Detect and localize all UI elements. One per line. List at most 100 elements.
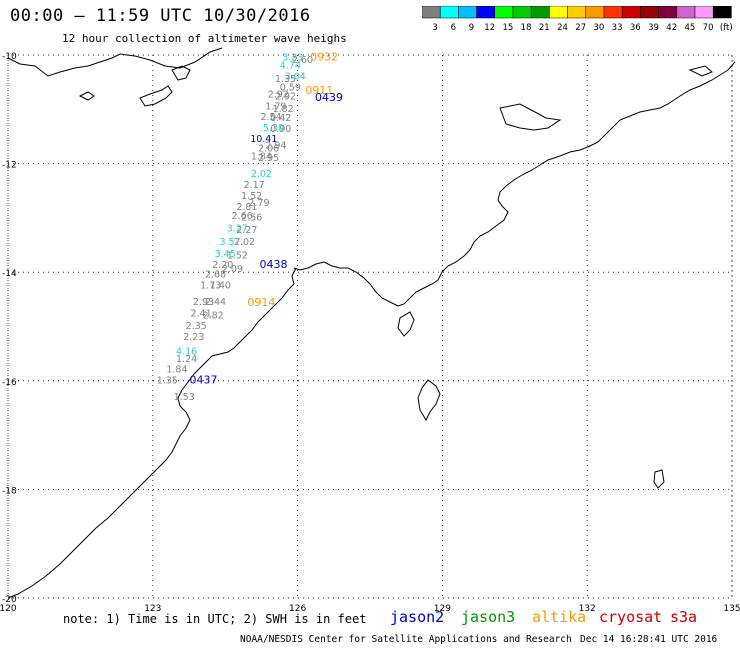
wave-height-label: 2.82: [203, 310, 224, 321]
colorbar-label: 39: [648, 23, 659, 33]
wave-height-label: 1.24: [176, 354, 197, 365]
wave-height-label: 2.92: [275, 92, 296, 103]
coastline-island-east: [688, 65, 713, 77]
lat-label: -12: [2, 161, 17, 171]
pass-time-label: 0914: [247, 296, 275, 309]
wave-height-label: 0.42: [270, 113, 291, 124]
coastline: [7, 47, 736, 599]
pass-time-label: 0439: [315, 91, 343, 104]
wave-height-label: 2.09: [222, 264, 243, 275]
wave-height-label: 2.95: [258, 153, 279, 164]
wave-height-label: 2.68: [205, 270, 226, 281]
colorbar-label: 3: [432, 23, 437, 33]
coastline-gulf: [417, 379, 441, 422]
footer-date: Dec 14 16:28:41 UTC 2016: [580, 634, 718, 645]
colorbar-label: 18: [521, 23, 532, 33]
wave-height-label: 1.35: [275, 74, 296, 85]
colorbar-label: 15: [502, 23, 513, 33]
lat-label: -14: [2, 269, 17, 279]
colorbar-label: (ft): [720, 23, 732, 33]
lon-label: 120: [0, 604, 17, 614]
satellite-jason3: jason3: [461, 608, 516, 626]
coastline-arnhem: [293, 61, 736, 307]
colorbar-label: 45: [684, 23, 695, 33]
wave-height-label: 5.30: [263, 123, 284, 134]
lon-label: 123: [144, 604, 161, 614]
wave-height-label: 2.23: [183, 332, 204, 343]
wave-height-label: 3.45: [215, 249, 236, 260]
wave-height-label: 1.84: [251, 151, 272, 162]
lat-label: -20: [2, 595, 17, 605]
wave-height-label: 10.41: [250, 134, 277, 145]
map-frame: [7, 54, 733, 599]
lon-label: 126: [289, 604, 306, 614]
wave-height-label: 1.40: [210, 280, 231, 291]
colorbar-label: 9: [469, 23, 474, 33]
lon-label: 135: [723, 604, 740, 614]
coastline-island-3: [78, 91, 95, 101]
wave-height-label: 2.54: [260, 112, 281, 123]
colorbar-label: 42: [666, 23, 677, 33]
wave-height-label: 2.44: [205, 297, 226, 308]
coastline-island-2: [171, 65, 191, 81]
colorbar-swatch: [712, 6, 732, 19]
wave-height-label: 1.52: [241, 191, 262, 202]
wave-height-label: 1.82: [273, 104, 294, 115]
colorbar-label: 30: [593, 23, 604, 33]
footer-agency: NOAA/NESDIS Center for Satellite Applica…: [240, 634, 572, 645]
colorbar-label: 6: [451, 23, 456, 33]
satellite-altika: altika: [532, 608, 587, 626]
wave-height-label: 1.73: [200, 280, 221, 291]
wave-height-label: 1.52: [227, 251, 248, 262]
lon-label: 132: [579, 604, 596, 614]
colorbar-label: 33: [612, 23, 623, 33]
wave-height-label: 2.17: [244, 180, 265, 191]
wave-height-label: 2.60: [292, 55, 313, 66]
colorbar-label: 12: [484, 23, 495, 33]
coastline-timor: [7, 47, 223, 77]
colorbar-label: 36: [630, 23, 641, 33]
colorbar-label: 27: [575, 23, 586, 33]
pass-time-label: 0932: [310, 50, 338, 63]
coastline-kimberley: [7, 267, 297, 599]
wave-height-label: 1.79: [265, 101, 286, 112]
colorbar-label: 21: [539, 23, 550, 33]
wave-height-label: 1.84: [166, 365, 187, 376]
pass-time-label: 0911: [305, 84, 333, 97]
lat-label: -16: [2, 378, 17, 388]
wave-height-label: 2.41: [190, 309, 211, 320]
note-text: note: 1) Time is in UTC; 2) SWH is in fe…: [63, 612, 367, 626]
coastline-island-1: [139, 85, 173, 107]
wave-height-label: 2.81: [236, 202, 257, 213]
wave-height-label: 3.23: [282, 52, 303, 63]
lat-lon-grid: [7, 54, 733, 599]
wave-height-label: 2.79: [248, 198, 269, 209]
wave-height-label: 3.27: [227, 223, 248, 234]
wave-height-label: 2.66: [232, 211, 253, 222]
wave-height-label: 0.90: [270, 124, 291, 135]
lat-label: -18: [2, 486, 17, 496]
wave-height-label: 0.59: [280, 82, 301, 93]
wave-height-label: 4.74: [280, 61, 301, 72]
coastline-cape: [397, 311, 415, 337]
satellite-jason2: jason2: [390, 608, 445, 626]
page-title: 00:00 – 11:59 UTC 10/30/2016: [10, 6, 311, 26]
wave-height-label: 2.92: [268, 89, 289, 100]
satellite-cryosat: cryosat: [599, 608, 663, 626]
wave-height-label: 2.27: [236, 225, 257, 236]
page-subtitle: 12 hour collection of altimeter wave hei…: [62, 32, 347, 45]
colorbar-label: 70: [703, 23, 714, 33]
wave-height-label: 2.06: [258, 144, 279, 155]
pass-time-label: 0437: [189, 374, 217, 387]
wave-height-label: 2.02: [251, 169, 272, 180]
coastline-island-south: [653, 469, 665, 489]
wave-height-label: 2.56: [241, 213, 262, 224]
wave-height-label: 2.93: [193, 297, 214, 308]
satellite-s3a: s3a: [670, 608, 698, 626]
lon-label: 129: [434, 604, 451, 614]
pass-time-label: 0438: [259, 258, 287, 271]
wave-height-label: 3.57: [219, 237, 240, 248]
